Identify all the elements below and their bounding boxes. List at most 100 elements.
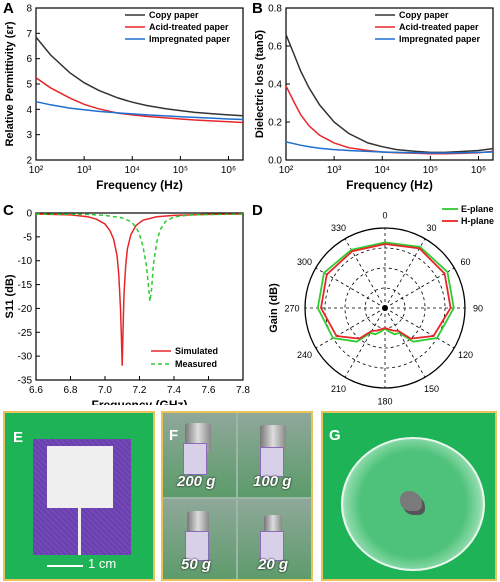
x-tick-label: 7.4 <box>167 385 181 396</box>
y-axis-label: Dielectric loss (tanδ) <box>254 30 266 138</box>
y-tick-label: 4 <box>26 105 32 116</box>
legend-label: E-plane <box>461 204 494 214</box>
x-tick-label: 10⁴ <box>375 165 390 176</box>
polar-angle-label: 90 <box>473 304 483 314</box>
photo-f: F 200 g 100 g 50 g 20 g <box>161 411 313 581</box>
legend-label: Impregnated paper <box>399 34 481 44</box>
y-tick-label: 0.4 <box>268 80 282 91</box>
x-tick-label: 10³ <box>327 165 342 176</box>
y-tick-label: -10 <box>18 256 33 267</box>
y-tick-label: 0 <box>26 209 32 220</box>
polar-angle-label: 120 <box>458 350 473 360</box>
x-tick-label: 10⁵ <box>423 165 438 176</box>
x-tick-label: 10² <box>29 165 44 176</box>
series-line-acid-treated-paper <box>35 77 244 124</box>
polar-spoke <box>344 307 386 378</box>
polar-spoke <box>384 307 455 349</box>
y-tick-label: 2 <box>26 156 32 167</box>
x-tick-label: 7.0 <box>98 385 112 396</box>
y-axis-label: S11 (dB) <box>4 274 16 318</box>
x-tick-label: 7.6 <box>202 385 216 396</box>
y-tick-label: -25 <box>18 328 33 339</box>
panel-letter-g: G <box>329 427 341 444</box>
weight-label-2: 100 g <box>253 473 292 490</box>
polar-angle-label: 0 <box>382 211 387 221</box>
legend-label: Acid-treated paper <box>149 22 229 32</box>
polar-angle-label: 150 <box>424 384 439 394</box>
series-line-impregnated-paper <box>35 100 244 121</box>
x-axis-label: Frequency (Hz) <box>96 178 183 192</box>
series-line-acid-treated-paper <box>285 85 494 155</box>
x-tick-label: 10² <box>279 165 294 176</box>
polar-angle-label: 330 <box>331 223 346 233</box>
y-axis-label: Gain (dB) <box>268 283 280 333</box>
x-tick-label: 10³ <box>77 165 92 176</box>
series-line-impregnated-paper <box>285 141 494 154</box>
y-tick-label: 0.8 <box>268 4 282 15</box>
y-tick-label: 6 <box>26 54 32 65</box>
y-tick-label: 8 <box>26 4 32 15</box>
polar-angle-label: 300 <box>297 257 312 267</box>
legend-label: Copy paper <box>399 10 449 20</box>
weight-label-4: 20 g <box>258 556 289 573</box>
polar-series-e-plane <box>316 241 455 343</box>
series-line-copy-paper <box>35 36 244 117</box>
weight-tile-2 <box>238 413 311 497</box>
chart-d: 0 30 60 90 120 150 180 210 240 270 300 330 Gain (dB)… <box>268 204 494 406</box>
panel-letter-b: B <box>252 0 263 17</box>
weight-tile-1 <box>163 413 236 497</box>
panel-letter-d: D <box>252 202 263 219</box>
legend-label: H-plane <box>461 216 494 226</box>
x-tick-label: 10⁴ <box>125 165 140 176</box>
panel-letter-f: F <box>169 427 179 444</box>
legend-label: Copy paper <box>149 10 199 20</box>
x-tick-label: 6.6 <box>29 385 43 396</box>
legend-label: Impregnated paper <box>149 34 231 44</box>
polar-spoke <box>315 307 386 349</box>
polar-spoke <box>384 238 426 309</box>
y-tick-label: 5 <box>26 80 32 91</box>
paper-residue <box>400 491 422 511</box>
antenna-patch <box>47 446 113 508</box>
series-line-copy-paper <box>285 34 494 154</box>
photo-e: 1 cm E <box>3 411 155 581</box>
series-line-simulated <box>35 213 244 366</box>
weight-label-1: 200 g <box>177 473 216 490</box>
x-axis-label: Frequency (GHz) <box>91 398 187 405</box>
y-tick-label: -30 <box>18 352 33 363</box>
x-tick-label: 10⁶ <box>221 165 236 176</box>
chart-b: 10² 10³ 10⁴ 10⁵ 10⁶ 0.0 0.2 0.4 0.6 0.8 Frequency … <box>254 4 494 192</box>
legend-label: Simulated <box>175 346 218 356</box>
scale-bar <box>47 565 83 567</box>
y-tick-label: 7 <box>26 29 32 40</box>
y-tick-label: -35 <box>18 376 33 387</box>
panel-letter-e: E <box>13 429 24 446</box>
x-tick-label: 6.8 <box>64 385 78 396</box>
x-tick-label: 7.2 <box>133 385 147 396</box>
panel-letter-c: C <box>3 202 14 219</box>
x-axis-label: Frequency (Hz) <box>346 178 433 192</box>
polar-spoke <box>384 307 426 378</box>
weight-tile-4 <box>238 499 311 579</box>
y-tick-label: 0.6 <box>268 42 282 53</box>
polar-series-h-plane <box>320 243 452 340</box>
weight-tile-3 <box>163 499 236 579</box>
y-tick-label: -5 <box>23 232 32 243</box>
y-tick-label: 0.2 <box>268 118 282 129</box>
panel-letter-a: A <box>3 0 14 17</box>
polar-angle-label: 270 <box>284 304 299 314</box>
polar-angle-label: 210 <box>331 384 346 394</box>
polar-spoke <box>384 267 455 309</box>
polar-angle-label: 180 <box>377 397 392 406</box>
y-axis-label: Relative Permittivity (εr) <box>4 21 16 146</box>
chart-c: 6.6 6.8 7.0 7.2 7.4 7.6 7.8 -35 -30 -25 -20 -15 -10 -… <box>4 209 250 406</box>
y-tick-label: 0.0 <box>268 156 282 167</box>
photo-g: G <box>321 411 497 581</box>
legend-label: Measured <box>175 359 217 369</box>
y-tick-label: -20 <box>18 304 33 315</box>
polar-angle-label: 60 <box>461 257 471 267</box>
weight-label-3: 50 g <box>181 556 212 573</box>
polar-angle-label: 240 <box>297 350 312 360</box>
feed-line <box>78 508 81 555</box>
x-tick-label: 10⁶ <box>471 165 486 176</box>
